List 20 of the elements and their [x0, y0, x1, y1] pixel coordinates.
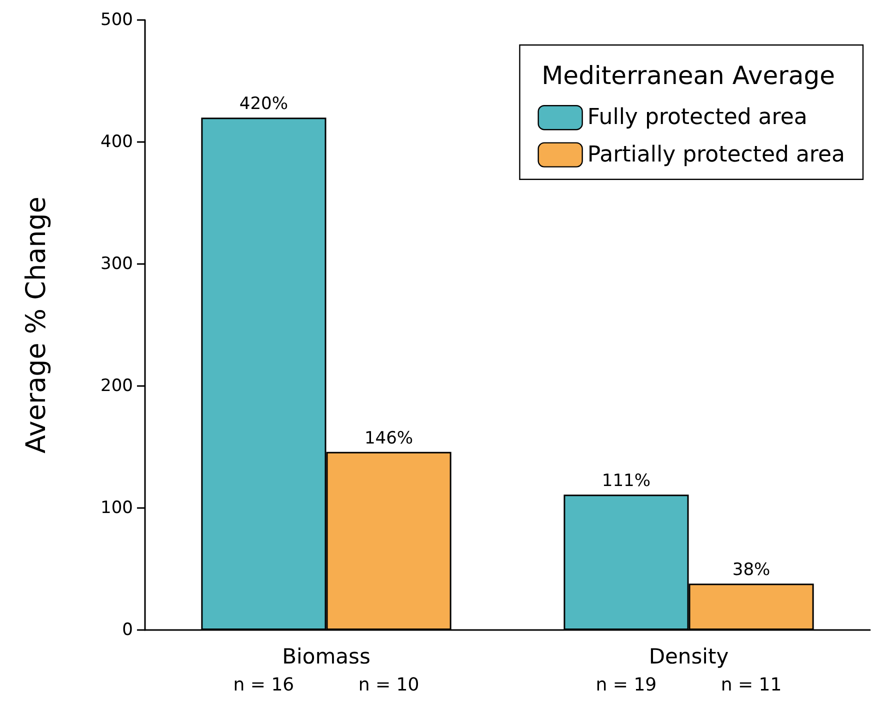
- data-label: 146%: [364, 428, 414, 448]
- y-tick-label: 100: [100, 498, 133, 518]
- y-tick-label: 500: [100, 10, 133, 30]
- x-tick-label: Density: [648, 644, 729, 668]
- data-label: 38%: [732, 560, 770, 580]
- y-axis-title: Average % Change: [21, 196, 52, 454]
- legend-label: Partially protected area: [587, 142, 846, 168]
- legend-label: Fully protected area: [587, 105, 808, 130]
- y-tick-label: 0: [122, 620, 133, 640]
- data-label: 420%: [239, 94, 288, 114]
- x-tick-label: Biomass: [282, 644, 370, 668]
- legend-title: Mediterranean Average: [542, 61, 836, 90]
- text: n = 10: [358, 674, 420, 696]
- y-tick-label: 400: [100, 132, 133, 152]
- text: n = 19: [596, 674, 657, 696]
- y-tick-label: 300: [100, 254, 133, 274]
- data-label: 111%: [602, 471, 651, 492]
- text: n = 16: [233, 674, 294, 696]
- y-tick-label: 200: [100, 376, 133, 396]
- text: n = 11: [720, 674, 782, 696]
